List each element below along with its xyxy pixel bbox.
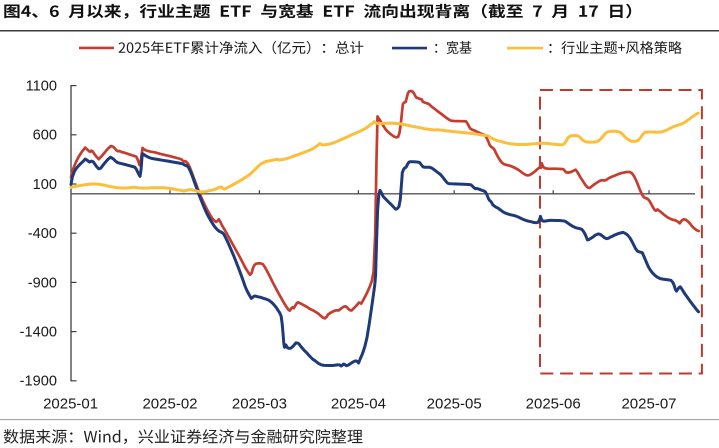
svg-text:-1900: -1900 [20, 374, 57, 390]
svg-text:2025-01: 2025-01 [43, 395, 98, 412]
svg-text:-1400: -1400 [20, 325, 57, 341]
svg-text:600: 600 [33, 128, 57, 144]
svg-text:100: 100 [33, 177, 57, 193]
svg-text:-400: -400 [28, 226, 57, 242]
svg-text:2025-04: 2025-04 [331, 395, 386, 412]
svg-text:2025-06: 2025-06 [526, 395, 581, 412]
svg-text:2025-07: 2025-07 [621, 395, 676, 412]
svg-text:2025-02: 2025-02 [142, 395, 197, 412]
svg-text:-900: -900 [28, 275, 57, 291]
svg-text:1100: 1100 [26, 79, 57, 95]
svg-text:2025-05: 2025-05 [427, 395, 482, 412]
svg-text:2025-03: 2025-03 [232, 395, 287, 412]
